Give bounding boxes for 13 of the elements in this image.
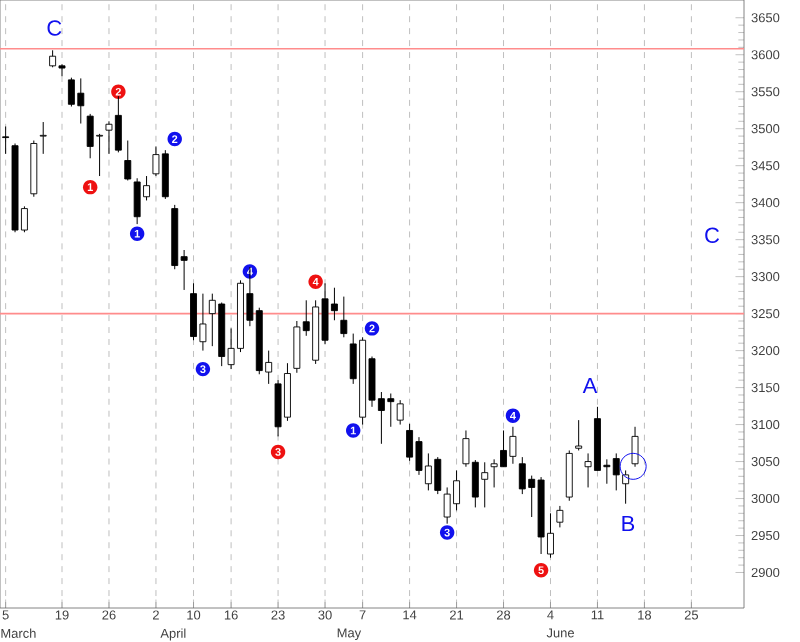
annotation: C: [705, 227, 720, 244]
candlestick: [575, 419, 583, 451]
candlestick: [39, 121, 47, 155]
annotation: A: [582, 377, 598, 394]
annotation: C: [47, 20, 62, 36]
candlestick: [396, 399, 404, 426]
annotation: B: [622, 515, 635, 532]
candlestick: [565, 449, 573, 502]
candlestick: [556, 505, 564, 528]
candlestick: [631, 426, 639, 468]
candlestick: [124, 140, 132, 181]
candlestick: [2, 125, 10, 155]
candlestick: [340, 296, 348, 338]
